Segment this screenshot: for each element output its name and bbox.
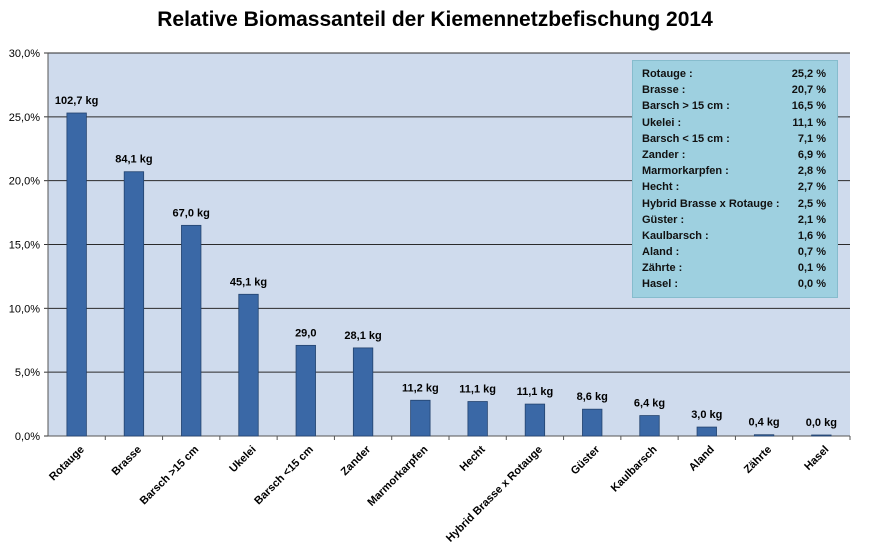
data-label: 29,0: [295, 327, 316, 339]
x-tick-label: Kaulbarsch: [609, 443, 660, 494]
bar: [811, 434, 832, 437]
x-tick-label: Hecht: [458, 443, 488, 473]
x-tick-label: Zander: [339, 443, 374, 478]
bar: [410, 399, 431, 437]
y-tick-label: 5,0%: [15, 367, 40, 379]
x-tick-label: Zährte: [742, 444, 774, 476]
x-tick-label: Aland: [687, 444, 717, 474]
bar: [582, 408, 603, 437]
y-tick-label: 0,0%: [15, 431, 40, 443]
table-row: Hybrid Brasse x Rotauge : 2,5 %: [642, 196, 829, 212]
table-row: Rotauge : 25,2 %: [642, 66, 829, 82]
table-row: Barsch < 15 cm : 7,1 %: [642, 131, 829, 147]
x-tick-label: Brasse: [110, 444, 144, 478]
bar: [639, 415, 660, 437]
species-percentage: 1,6 %: [797, 229, 826, 242]
species-name: Güster :: [642, 213, 685, 226]
x-tick-label: Barsch <15 cm: [252, 443, 316, 507]
table-row: Zährte : 0,1 %: [642, 260, 829, 276]
data-label: 8,6 kg: [577, 391, 608, 403]
species-name: Zährte :: [642, 262, 683, 275]
bar: [524, 403, 546, 437]
y-tick-label: 25,0%: [9, 112, 40, 124]
y-tick-label: 20,0%: [9, 176, 40, 188]
species-percentage: 7,1 %: [797, 132, 826, 145]
data-label: 11,2 kg: [402, 382, 439, 394]
species-percentage: 0,1 %: [797, 262, 826, 275]
species-name: Marmorkarpfen :: [642, 165, 729, 178]
y-tick-label: 10,0%: [9, 303, 40, 315]
bar: [467, 401, 488, 437]
species-percentage: 2,1 %: [797, 213, 826, 226]
chart-title: Relative Biomassanteil der Kiemennetzbef…: [157, 8, 713, 31]
data-label: 67,0 kg: [173, 207, 210, 219]
species-name: Kaulbarsch :: [642, 229, 709, 242]
species-percentage: 2,7 %: [797, 181, 826, 194]
data-label: 84,1 kg: [115, 154, 152, 166]
species-name: Hybrid Brasse x Rotauge :: [642, 197, 780, 210]
species-name: Zander :: [642, 148, 686, 161]
table-row: Zander : 6,9 %: [642, 147, 829, 163]
bar: [123, 171, 145, 437]
bar: [295, 344, 316, 437]
data-label: 11,1 kg: [517, 386, 554, 398]
data-label: 45,1 kg: [230, 276, 267, 288]
bar: [181, 224, 202, 437]
percentage-table: Rotauge :25,2 % Brasse :20,7 % Barsch > 15…: [632, 60, 838, 298]
x-tick-label: Rotauge: [47, 444, 87, 484]
species-percentage: 0,0 %: [797, 278, 826, 291]
species-percentage: 2,5 %: [797, 197, 826, 210]
data-label: 28,1 kg: [344, 330, 381, 342]
data-label: 11,1 kg: [459, 384, 496, 396]
bar: [66, 112, 87, 437]
table-row: Güster : 2,1 %: [642, 212, 829, 228]
bar: [238, 293, 259, 437]
species-name: Hecht :: [642, 181, 680, 194]
table-row: Ukelei : 11,1 %: [642, 115, 829, 131]
species-percentage: 6,9 %: [797, 148, 826, 161]
species-percentage: 25,2 %: [791, 68, 826, 80]
table-row: Brasse : 20,7 %: [642, 82, 829, 98]
x-tick-label: Marmorkarpfen: [365, 443, 430, 508]
species-name: Brasse :: [642, 84, 686, 97]
table-row: Kaulbarsch : 1,6 %: [642, 228, 829, 244]
y-tick-label: 30,0%: [9, 48, 40, 60]
species-name: Barsch < 15 cm :: [642, 132, 730, 145]
species-percentage: 0,7 %: [797, 246, 826, 259]
x-tick-label: Hybrid Brasse x Rotauge: [444, 444, 545, 545]
x-tick-label: Barsch >15 cm: [138, 443, 202, 507]
species-name: Hasel :: [642, 278, 679, 291]
data-label: 6,4 kg: [634, 398, 665, 410]
species-percentage: 16,5 %: [791, 100, 826, 113]
x-tick-label: Ukelei: [227, 444, 258, 475]
bar: [352, 347, 374, 437]
table-row: Hasel : 0,0 %: [642, 276, 829, 292]
data-label: 3,0 kg: [691, 409, 722, 421]
species-name: Barsch > 15 cm :: [642, 100, 730, 113]
species-name: Rotauge :: [642, 68, 693, 80]
species-percentage: 20,7 %: [791, 84, 826, 97]
table-row: Aland : 0,7 %: [642, 244, 829, 260]
y-tick-label: 15,0%: [9, 240, 40, 252]
species-name: Aland :: [642, 246, 680, 259]
x-tick-label: Güster: [569, 443, 603, 477]
species-name: Ukelei :: [642, 116, 682, 129]
species-percentage: 2,8 %: [797, 165, 826, 178]
data-label: 0,4 kg: [748, 417, 779, 429]
data-label: 0,0 kg: [806, 417, 837, 429]
bar: [696, 426, 717, 437]
species-percentage: 11,1 %: [792, 116, 826, 129]
data-label: 102,7 kg: [55, 95, 98, 107]
table-row: Barsch > 15 cm : 16,5 %: [642, 98, 829, 114]
bar: [753, 434, 775, 437]
table-row: Marmorkarpfen : 2,8 %: [642, 163, 829, 179]
table-row: Hecht : 2,7 %: [642, 179, 829, 195]
x-tick-label: Hasel: [802, 444, 831, 473]
